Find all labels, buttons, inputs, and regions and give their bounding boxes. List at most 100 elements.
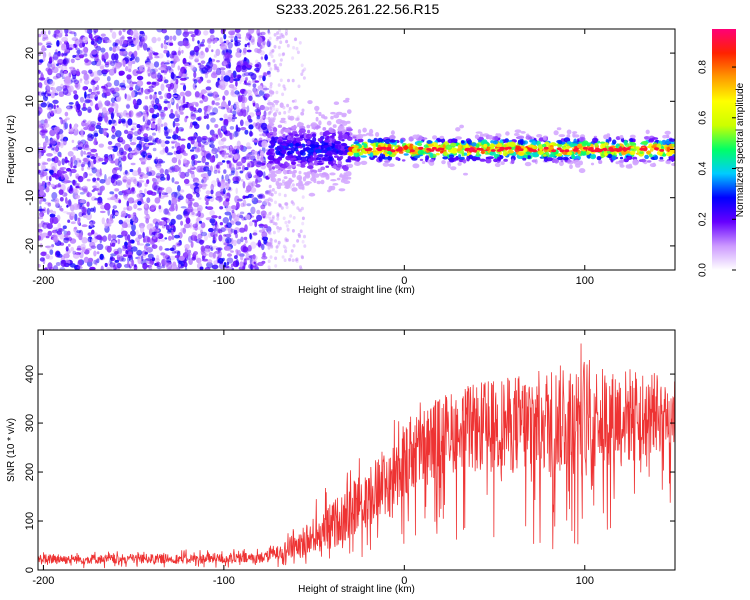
spectrogram-cell bbox=[213, 54, 218, 58]
spectrogram-cell bbox=[330, 179, 337, 182]
spectrogram-cell bbox=[134, 32, 140, 36]
spectrogram-cell bbox=[257, 239, 262, 248]
spectrogram-cell bbox=[487, 156, 494, 160]
spectrogram-cell bbox=[286, 103, 290, 108]
spectrogram-cell bbox=[63, 178, 68, 185]
spectrogram-cell bbox=[175, 29, 182, 36]
spectrogram-cell bbox=[140, 126, 144, 134]
spectrogram-cell bbox=[69, 263, 76, 268]
spectrogram-cell bbox=[661, 139, 667, 145]
spectrogram-cell bbox=[171, 94, 178, 98]
spectrogram-cell bbox=[319, 131, 324, 136]
spectrogram-cell bbox=[333, 114, 340, 119]
spectrogram-cell bbox=[75, 194, 81, 199]
spectrogram-cell bbox=[152, 231, 157, 236]
spectrogram-cell bbox=[42, 146, 47, 154]
spectrogram-cell bbox=[172, 134, 179, 140]
spectrogram-cell bbox=[60, 174, 65, 180]
spectrogram-cell bbox=[109, 191, 114, 195]
spectrogram-cell bbox=[222, 145, 228, 149]
spectrogram-cell bbox=[143, 104, 148, 111]
spectrogram-cell bbox=[645, 129, 650, 135]
spectrogram-cell bbox=[267, 31, 271, 35]
spectrogram-cell bbox=[194, 85, 197, 88]
spectrogram-cell bbox=[306, 140, 311, 146]
spectrogram-cell bbox=[239, 261, 244, 268]
spectrogram-cell bbox=[90, 50, 98, 55]
spectrogram-cell bbox=[268, 197, 272, 201]
spectrogram-cell bbox=[279, 62, 283, 67]
spectrogram-cell bbox=[192, 82, 197, 90]
spectrogram-cell bbox=[38, 151, 42, 159]
spectrogram-cell bbox=[142, 237, 146, 243]
spectrogram-cell bbox=[151, 257, 156, 262]
spectrogram-cell bbox=[118, 156, 122, 163]
spectrogram-cell bbox=[244, 129, 249, 135]
spectrogram-cell bbox=[160, 69, 165, 74]
spectrogram-cell bbox=[282, 169, 288, 175]
spectrogram-cell bbox=[45, 67, 51, 72]
spectrogram-cell bbox=[142, 111, 147, 115]
spectrogram-cell bbox=[64, 122, 69, 130]
spectrogram-cell bbox=[175, 126, 179, 134]
spectrogram-cell bbox=[241, 265, 246, 270]
spectrogram-cell bbox=[310, 122, 318, 127]
spectrogram-cell bbox=[285, 205, 289, 210]
spectrogram-cell bbox=[114, 87, 120, 92]
spectrogram-cell bbox=[463, 172, 468, 176]
spectrogram-cell bbox=[102, 39, 106, 44]
spectrogram-cell bbox=[137, 168, 142, 174]
spectrogram-cell bbox=[606, 150, 612, 154]
spectrogram-cell bbox=[566, 134, 571, 138]
spectrogram-cell bbox=[312, 136, 317, 143]
spectrogram-cell bbox=[52, 216, 59, 225]
spectrogram-cell bbox=[94, 58, 102, 67]
spectrogram-cell bbox=[77, 219, 81, 226]
spectrogram-cell bbox=[62, 70, 69, 74]
spectrogram-cell bbox=[131, 223, 136, 232]
spectrogram-cell bbox=[427, 143, 434, 147]
spectrogram-cell bbox=[260, 210, 267, 217]
spectrogram-cell bbox=[532, 141, 536, 146]
spectrogram-cell bbox=[169, 42, 174, 46]
spectrogram-peak bbox=[418, 146, 424, 150]
spectrogram-cell bbox=[247, 115, 252, 121]
spectrogram-cell bbox=[118, 199, 122, 204]
spectrogram-cell bbox=[242, 181, 246, 189]
spectrogram-cell bbox=[223, 75, 231, 82]
spectrogram-cell bbox=[629, 138, 634, 143]
spectrogram-cell bbox=[157, 237, 161, 243]
spectrogram-cell bbox=[270, 198, 274, 203]
spectrogram-cell bbox=[461, 140, 465, 144]
spectrogram-cell bbox=[192, 208, 199, 212]
spectrogram-cell bbox=[244, 43, 248, 48]
spectrogram-cell bbox=[296, 50, 300, 55]
spectrogram-cell bbox=[276, 146, 281, 151]
spectrogram-cell bbox=[235, 107, 241, 113]
spectrogram-cell bbox=[104, 202, 111, 211]
spectrogram-cell bbox=[89, 266, 96, 270]
spectrogram-cell bbox=[227, 100, 231, 107]
spectrogram-cell bbox=[173, 225, 176, 233]
spectrogram-cell bbox=[235, 171, 239, 177]
spectrogram-cell bbox=[193, 182, 200, 187]
spectrogram-cell bbox=[97, 187, 103, 195]
spectrogram-cell bbox=[59, 117, 62, 120]
spectrogram-cell bbox=[46, 45, 52, 48]
spectrogram-cell bbox=[104, 115, 108, 123]
spectrogram-cell bbox=[44, 201, 51, 205]
spectrogram-cell bbox=[330, 185, 336, 191]
spectrogram-cell bbox=[337, 127, 342, 132]
spectrogram-cell bbox=[354, 161, 361, 166]
spectrogram-cell bbox=[64, 49, 68, 53]
spectrogram-cell bbox=[118, 147, 124, 151]
spectrogram-cell bbox=[133, 37, 136, 41]
spectrogram-cell bbox=[129, 57, 133, 62]
spectrogram-cell bbox=[98, 143, 105, 148]
spectrogram-cell bbox=[162, 191, 165, 196]
x-tick-label: -100 bbox=[213, 575, 235, 587]
spectrogram-cell bbox=[240, 236, 244, 243]
spectrogram-cell bbox=[290, 146, 296, 152]
spectrogram-cell bbox=[146, 179, 150, 185]
